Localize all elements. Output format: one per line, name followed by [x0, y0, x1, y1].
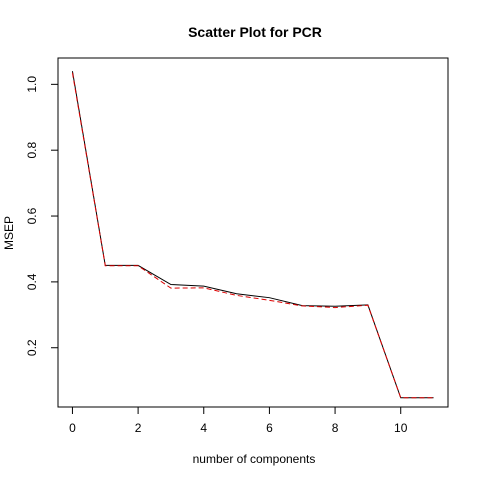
- x-tick-label: 6: [266, 421, 273, 435]
- y-axis: 0.2 0.4 0.6 0.8 1.0: [25, 76, 59, 356]
- chart-title: Scatter Plot for PCR: [188, 24, 322, 40]
- x-axis-label: number of components: [193, 452, 316, 466]
- x-tick-label: 10: [394, 421, 408, 435]
- series-line-1: [71, 71, 434, 399]
- x-tick-label: 4: [200, 421, 207, 435]
- x-tick-label: 8: [332, 421, 339, 435]
- x-tick-label: 0: [69, 421, 76, 435]
- x-axis: 0 2 4 6 8 10: [69, 406, 408, 435]
- y-tick-label: 0.4: [25, 273, 39, 290]
- y-tick-label: 0.8: [25, 142, 39, 159]
- x-tick-label: 2: [135, 421, 142, 435]
- series-line-2: [71, 72, 434, 399]
- y-tick-label: 1.0: [25, 76, 39, 93]
- series-layer: [71, 71, 434, 399]
- y-axis-label: MSEP: [2, 216, 16, 250]
- y-tick-label: 0.2: [25, 339, 39, 356]
- plot-area: [57, 57, 449, 408]
- y-tick-label: 0.6: [25, 207, 39, 224]
